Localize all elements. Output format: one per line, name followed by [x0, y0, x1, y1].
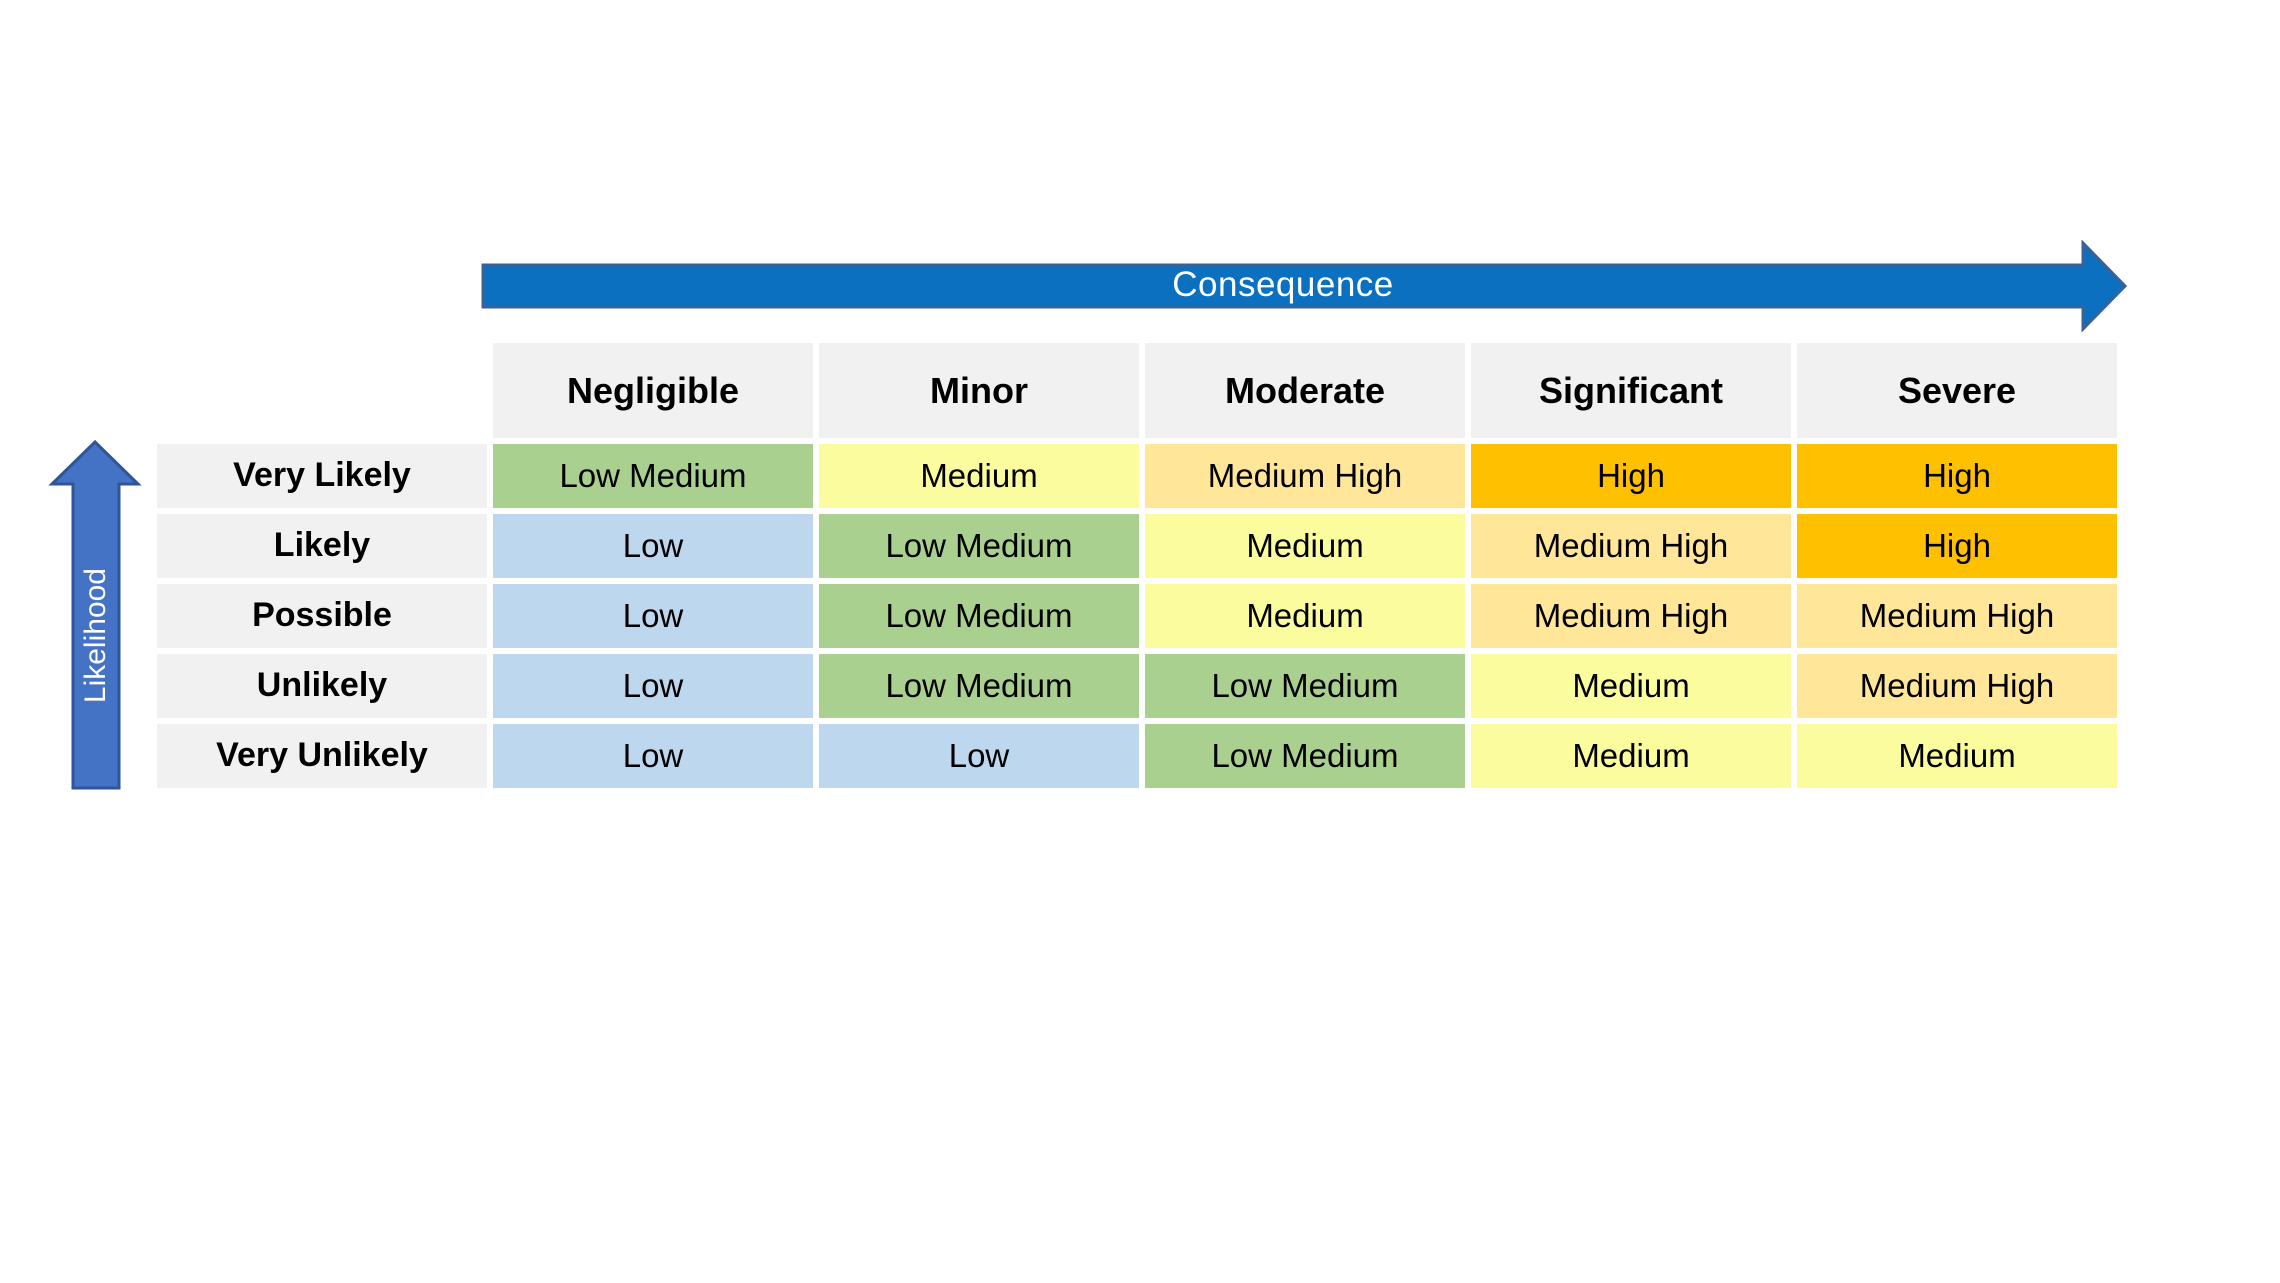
- row-header-unlikely: Unlikely: [157, 654, 487, 718]
- matrix-cell: Low Medium: [1145, 724, 1465, 788]
- col-header-significant: Significant: [1471, 343, 1791, 438]
- consequence-arrow-shape: [481, 240, 2128, 332]
- matrix-cell: Low: [493, 724, 813, 788]
- matrix-cell: Low: [493, 514, 813, 578]
- matrix-cell: Medium High: [1471, 514, 1791, 578]
- col-header-minor: Minor: [819, 343, 1139, 438]
- matrix-cell: Medium: [1145, 514, 1465, 578]
- likelihood-arrow-icon: [48, 439, 142, 790]
- consequence-arrow-icon: [481, 240, 2128, 332]
- matrix-cell: Low Medium: [819, 514, 1139, 578]
- matrix-cell: Medium High: [1471, 584, 1791, 648]
- corner-spacer: [157, 343, 487, 438]
- matrix-cell: Low: [819, 724, 1139, 788]
- matrix-cell: Low: [493, 584, 813, 648]
- matrix-cell: Medium: [1145, 584, 1465, 648]
- consequence-axis-label: Consequence: [1172, 265, 1394, 304]
- likelihood-axis-label: Likelihood: [79, 568, 112, 704]
- col-header-severe: Severe: [1797, 343, 2117, 438]
- row-header-very-likely: Very Likely: [157, 444, 487, 508]
- matrix-cell: Medium High: [1145, 444, 1465, 508]
- col-header-moderate: Moderate: [1145, 343, 1465, 438]
- risk-matrix-table: Negligible Minor Moderate Significant Se…: [157, 343, 2117, 788]
- matrix-cell: Medium: [1471, 654, 1791, 718]
- row-header-possible: Possible: [157, 584, 487, 648]
- matrix-cell: High: [1471, 444, 1791, 508]
- matrix-cell: Low: [493, 654, 813, 718]
- matrix-cell: Medium High: [1797, 584, 2117, 648]
- matrix-cell: Medium: [1797, 724, 2117, 788]
- col-header-negligible: Negligible: [493, 343, 813, 438]
- row-header-likely: Likely: [157, 514, 487, 578]
- matrix-cell: High: [1797, 444, 2117, 508]
- row-header-very-unlikely: Very Unlikely: [157, 724, 487, 788]
- matrix-cell: Medium: [819, 444, 1139, 508]
- matrix-cell: Medium: [1471, 724, 1791, 788]
- matrix-cell: Low Medium: [819, 584, 1139, 648]
- matrix-cell: Low Medium: [493, 444, 813, 508]
- matrix-cell: Low Medium: [1145, 654, 1465, 718]
- matrix-cell: Low Medium: [819, 654, 1139, 718]
- likelihood-arrow-shape: [48, 439, 142, 790]
- matrix-cell: Medium High: [1797, 654, 2117, 718]
- matrix-cell: High: [1797, 514, 2117, 578]
